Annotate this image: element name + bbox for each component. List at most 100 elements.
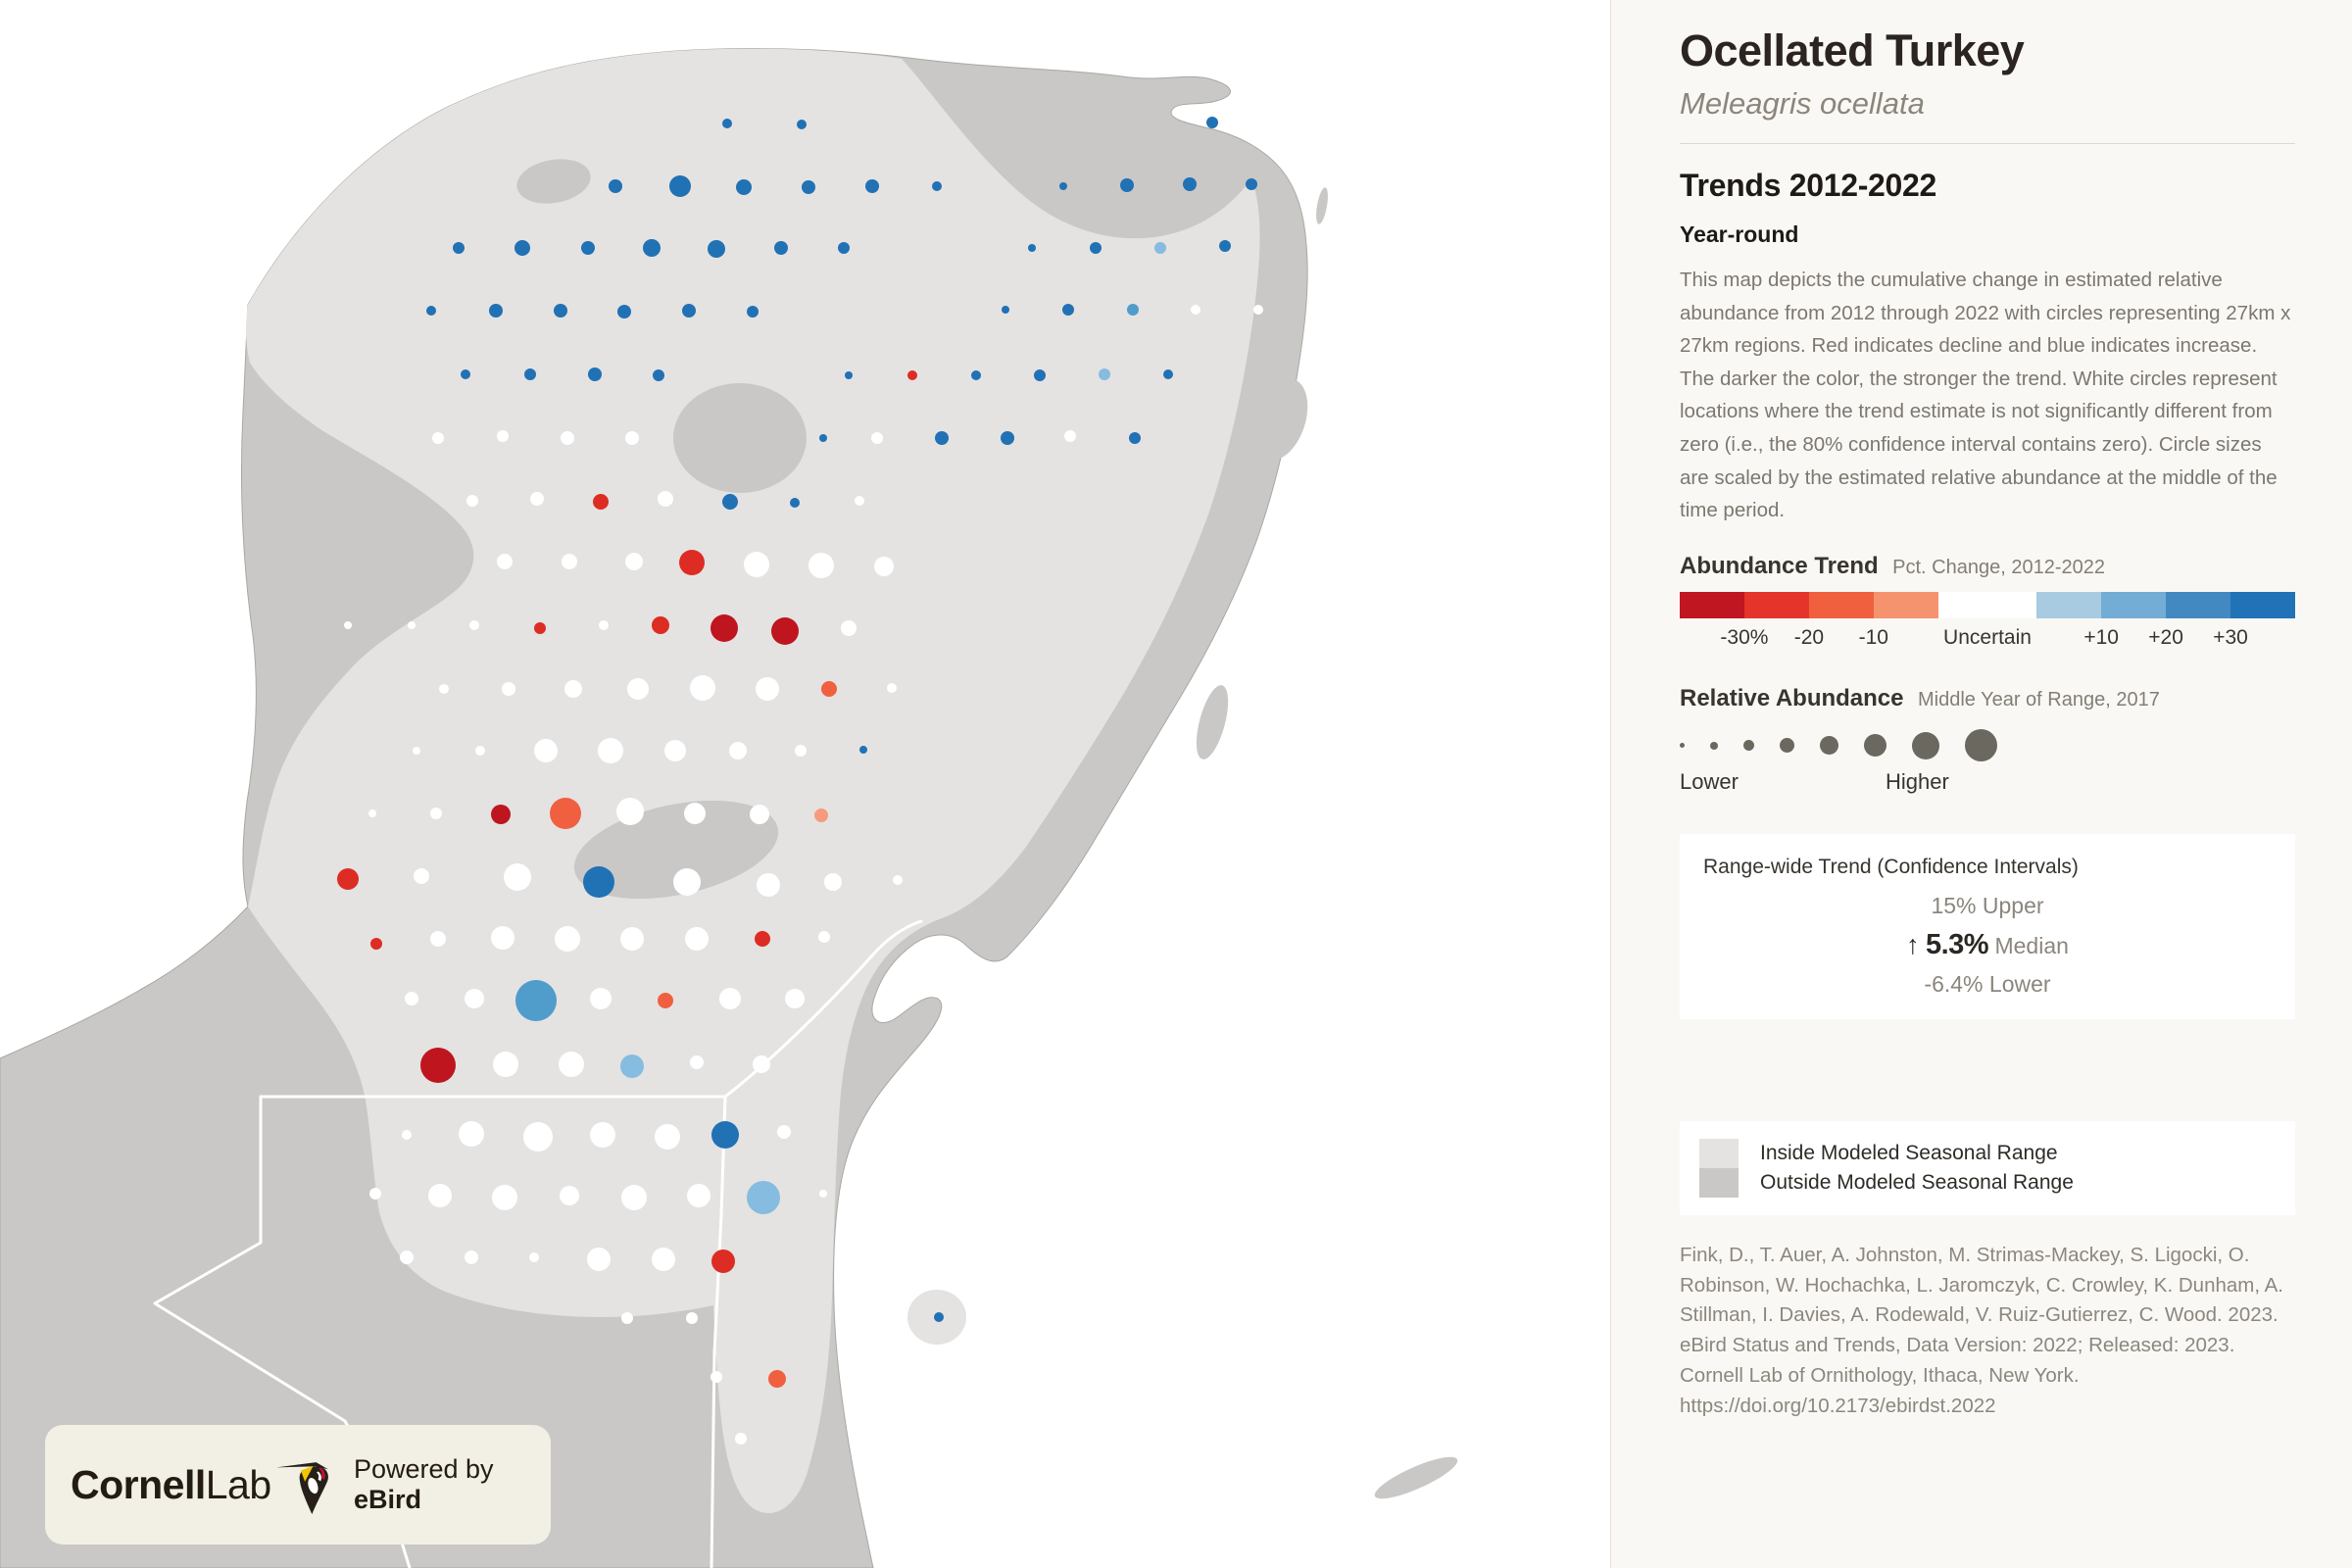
trend-dot[interactable] — [408, 621, 416, 629]
trend-dot[interactable] — [771, 617, 799, 645]
trend-dot[interactable] — [808, 553, 834, 578]
trend-dot[interactable] — [777, 1125, 791, 1139]
trend-dot[interactable] — [855, 496, 864, 506]
trend-dot[interactable] — [1001, 431, 1014, 445]
trend-dot[interactable] — [685, 927, 709, 951]
trend-dot[interactable] — [590, 988, 612, 1009]
trend-dot[interactable] — [598, 738, 623, 763]
trend-dot[interactable] — [652, 1248, 675, 1271]
trend-dot[interactable] — [814, 808, 828, 822]
trend-dot[interactable] — [687, 1184, 710, 1207]
trend-dot[interactable] — [797, 120, 807, 129]
trend-dot[interactable] — [722, 494, 738, 510]
trend-dot[interactable] — [753, 1055, 770, 1073]
trend-dot[interactable] — [530, 492, 544, 506]
trend-dot[interactable] — [1034, 369, 1046, 381]
trend-dot[interactable] — [414, 868, 429, 884]
trend-dot[interactable] — [669, 175, 691, 197]
trend-dot[interactable] — [874, 557, 894, 576]
trend-dot[interactable] — [655, 1124, 680, 1150]
trend-dot[interactable] — [690, 675, 715, 701]
trend-dot[interactable] — [735, 1433, 747, 1445]
trend-dot[interactable] — [426, 306, 436, 316]
trend-dot[interactable] — [841, 620, 857, 636]
trend-dot[interactable] — [583, 866, 614, 898]
trend-dot[interactable] — [684, 803, 706, 824]
trend-dot[interactable] — [402, 1130, 412, 1140]
trend-dot[interactable] — [785, 989, 805, 1008]
trend-dot[interactable] — [664, 740, 686, 761]
trend-dot[interactable] — [1253, 305, 1263, 315]
trend-dot[interactable] — [1099, 368, 1110, 380]
trend-dot[interactable] — [534, 739, 558, 762]
trend-dot[interactable] — [491, 926, 514, 950]
trend-dot[interactable] — [599, 620, 609, 630]
trend-dot[interactable] — [755, 931, 770, 947]
trend-dot[interactable] — [590, 1122, 615, 1148]
trend-dot[interactable] — [559, 1052, 584, 1077]
trend-dot[interactable] — [564, 680, 582, 698]
trend-dot[interactable] — [627, 678, 649, 700]
trend-dot[interactable] — [617, 305, 631, 318]
trend-dot[interactable] — [744, 552, 769, 577]
trend-dot[interactable] — [907, 370, 917, 380]
trend-dot[interactable] — [554, 304, 567, 318]
trend-dot[interactable] — [795, 745, 807, 757]
trend-dot[interactable] — [690, 1055, 704, 1069]
trend-dot[interactable] — [679, 550, 705, 575]
trend-dot[interactable] — [370, 938, 382, 950]
trend-dot[interactable] — [581, 241, 595, 255]
trend-dot[interactable] — [1059, 182, 1067, 190]
trend-dot[interactable] — [1219, 240, 1231, 252]
trend-dot[interactable] — [682, 304, 696, 318]
trend-dot[interactable] — [430, 931, 446, 947]
trend-dot[interactable] — [757, 873, 780, 897]
trend-dot[interactable] — [593, 494, 609, 510]
trend-dot[interactable] — [560, 1186, 579, 1205]
trend-dot[interactable] — [750, 805, 769, 824]
trend-dot[interactable] — [729, 742, 747, 760]
trend-dot[interactable] — [609, 179, 622, 193]
trend-dot[interactable] — [1183, 177, 1197, 191]
trend-dot[interactable] — [1246, 178, 1257, 190]
map-canvas[interactable] — [0, 0, 1610, 1568]
trend-dot[interactable] — [1154, 242, 1166, 254]
trend-dot[interactable] — [620, 927, 644, 951]
trend-dot[interactable] — [587, 1248, 611, 1271]
trend-dot[interactable] — [747, 306, 759, 318]
trend-dot[interactable] — [413, 747, 420, 755]
trend-dot[interactable] — [621, 1312, 633, 1324]
trend-dot[interactable] — [643, 239, 661, 257]
trend-dot[interactable] — [562, 554, 577, 569]
trend-dots[interactable] — [337, 117, 1263, 1445]
trend-dot[interactable] — [459, 1121, 484, 1147]
trend-dot[interactable] — [652, 616, 669, 634]
trend-dot[interactable] — [492, 1185, 517, 1210]
trend-dot[interactable] — [838, 242, 850, 254]
trend-dot[interactable] — [859, 746, 867, 754]
trend-dot[interactable] — [887, 683, 897, 693]
trend-dot[interactable] — [620, 1054, 644, 1078]
trend-dot[interactable] — [400, 1250, 414, 1264]
trend-dot[interactable] — [337, 868, 359, 890]
trend-dot[interactable] — [625, 431, 639, 445]
trend-dot[interactable] — [1206, 117, 1218, 128]
trend-dot[interactable] — [497, 430, 509, 442]
trend-dot[interactable] — [465, 1250, 478, 1264]
trend-dot[interactable] — [466, 495, 478, 507]
trend-dot[interactable] — [768, 1370, 786, 1388]
trend-dot[interactable] — [523, 1122, 553, 1152]
trend-dot[interactable] — [824, 873, 842, 891]
trend-dot[interactable] — [673, 868, 701, 896]
trend-dot[interactable] — [653, 369, 664, 381]
trend-dot[interactable] — [439, 684, 449, 694]
trend-dot[interactable] — [711, 1250, 735, 1273]
trend-dot[interactable] — [1129, 432, 1141, 444]
trend-dot[interactable] — [469, 620, 479, 630]
trend-dot[interactable] — [344, 621, 352, 629]
trend-dot[interactable] — [719, 988, 741, 1009]
trend-dot[interactable] — [1163, 369, 1173, 379]
trend-dot[interactable] — [514, 240, 530, 256]
trend-dot[interactable] — [475, 746, 485, 756]
trend-dot[interactable] — [493, 1052, 518, 1077]
